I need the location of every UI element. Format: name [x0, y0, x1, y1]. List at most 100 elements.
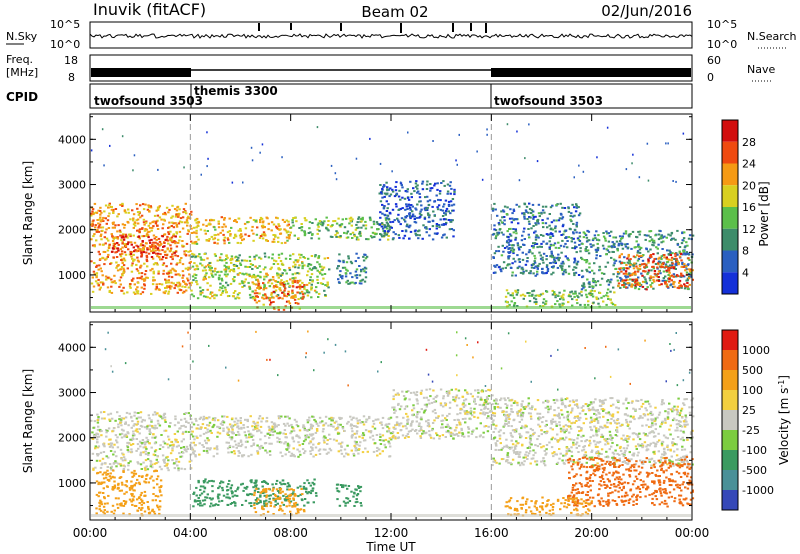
echo-cell — [189, 453, 193, 456]
echo-cell — [228, 444, 232, 447]
echo-cell — [561, 260, 565, 263]
echo-cell — [556, 300, 559, 303]
echo-cell — [221, 290, 225, 293]
echo-cell — [645, 266, 649, 268]
echo-cell — [227, 238, 230, 241]
echo-cell — [336, 235, 339, 238]
echo-cell — [269, 434, 272, 436]
echo-cell — [481, 178, 484, 181]
echo-cell — [616, 247, 619, 250]
echo-cell — [255, 500, 258, 503]
echo-cell — [102, 216, 105, 219]
echo-cell — [197, 503, 200, 506]
echo-cell — [212, 425, 215, 428]
echo-cell — [266, 451, 269, 454]
echo-cell — [117, 213, 120, 216]
echo-cell — [219, 482, 222, 485]
echo-cell — [120, 432, 124, 435]
echo-cell — [166, 462, 169, 465]
echo-cell — [330, 424, 333, 427]
echo-cell — [669, 234, 672, 237]
echo-cell — [125, 434, 128, 437]
echo-cell — [551, 204, 554, 207]
echo-cell — [310, 268, 313, 271]
echo-cell — [646, 286, 649, 289]
echo-cell — [223, 239, 226, 242]
echo-cell — [258, 446, 261, 448]
noise-left-label: N.Sky — [6, 30, 38, 43]
echo-cell — [503, 219, 506, 222]
echo-cell — [397, 195, 401, 198]
echo-cell — [119, 420, 122, 423]
echo-cell — [146, 458, 150, 461]
echo-cell — [296, 503, 299, 506]
echo-cell — [311, 280, 314, 283]
echo-cell — [676, 275, 680, 278]
echo-cell — [310, 286, 313, 289]
echo-cell — [174, 440, 178, 443]
echo-cell — [237, 267, 240, 270]
echo-cell — [591, 280, 595, 283]
echo-cell — [122, 271, 125, 274]
echo-cell — [152, 263, 156, 266]
echo-cell — [110, 278, 113, 281]
echo-cell — [275, 216, 278, 219]
echo-cell — [244, 434, 247, 437]
echo-cell — [503, 223, 506, 226]
echo-cell — [140, 503, 143, 506]
echo-cell — [197, 238, 200, 241]
echo-cell — [534, 298, 538, 301]
echo-cell — [142, 248, 145, 251]
echo-cell — [272, 427, 276, 430]
echo-cell — [317, 296, 320, 298]
echo-cell — [403, 234, 407, 237]
echo-cell — [117, 243, 120, 246]
echo-cell — [561, 206, 564, 209]
echo-cell — [324, 415, 328, 418]
echo-cell — [146, 234, 150, 237]
echo-cell — [657, 279, 661, 282]
echo-cell — [528, 216, 531, 218]
echo-cell — [541, 268, 544, 271]
echo-cell — [273, 498, 277, 501]
echo-cell — [232, 268, 236, 271]
echo-cell — [381, 434, 385, 437]
echo-cell — [259, 425, 263, 428]
echo-cell — [663, 254, 666, 256]
echo-cell — [101, 229, 104, 232]
echo-cell — [155, 286, 159, 289]
echo-cell — [285, 295, 288, 298]
echo-cell — [593, 290, 596, 293]
echo-cell — [635, 265, 638, 268]
power-colorbar-label: Power [dB] — [757, 181, 771, 246]
echo-cell — [211, 490, 214, 493]
nave-tick-top: 60 — [707, 54, 721, 67]
echo-cell — [256, 427, 259, 430]
echo-cell — [383, 230, 386, 233]
echo-cell — [514, 236, 518, 239]
echo-cell — [256, 444, 259, 447]
echo-cell — [97, 225, 101, 228]
echo-cell — [255, 301, 258, 304]
echo-cell — [239, 419, 242, 422]
echo-cell — [530, 227, 533, 230]
echo-cell — [436, 208, 440, 211]
echo-cell — [206, 165, 208, 168]
echo-cell — [138, 475, 141, 478]
echo-cell — [167, 226, 170, 229]
echo-cell — [136, 420, 140, 423]
echo-cell — [444, 199, 448, 202]
cpid-segment-3: twofsound 3503 — [494, 94, 603, 108]
echo-cell — [365, 255, 369, 258]
echo-cell — [192, 295, 195, 298]
echo-cell — [239, 440, 243, 443]
echo-cell — [294, 263, 297, 266]
echo-cell — [672, 281, 675, 284]
echo-cell — [361, 436, 364, 439]
echo-cell — [111, 475, 114, 478]
echo-cell — [175, 458, 178, 460]
echo-cell — [109, 472, 112, 475]
echo-cell — [372, 223, 376, 226]
echo-cell — [170, 276, 174, 279]
echo-cell — [584, 248, 587, 250]
